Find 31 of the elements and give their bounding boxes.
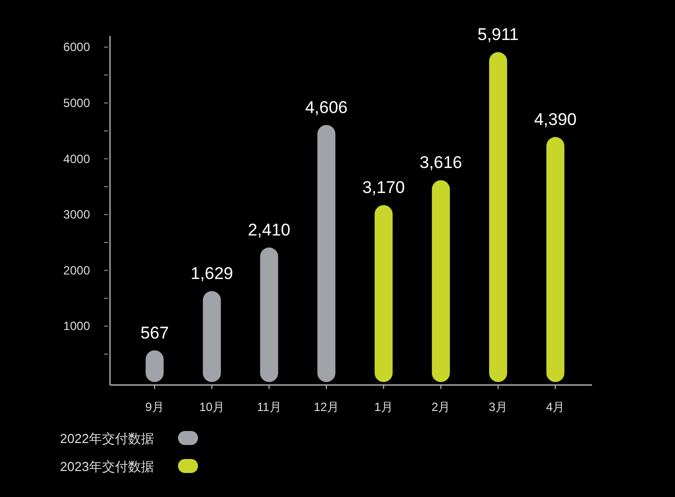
bar <box>432 180 450 382</box>
x-tick-label: 10月 <box>199 400 225 414</box>
y-tick-label: 2000 <box>63 263 90 278</box>
data-label: 3,170 <box>362 178 405 198</box>
y-tick-label: 1000 <box>63 319 90 334</box>
y-tick-label: 3000 <box>63 208 90 222</box>
y-tick-label: 5000 <box>63 96 90 110</box>
x-tick-label: 3月 <box>488 400 508 414</box>
data-label: 4,606 <box>305 98 348 117</box>
x-tick-label: 9月 <box>145 400 164 414</box>
data-label: 2,410 <box>248 220 290 240</box>
x-tick-label: 11月 <box>256 400 282 414</box>
data-label: 4,390 <box>534 110 577 130</box>
bar <box>489 52 508 382</box>
bar <box>546 137 564 382</box>
data-label: 1,629 <box>190 264 234 284</box>
x-tick-label: 2月 <box>432 400 450 414</box>
bar <box>260 248 278 382</box>
bar <box>374 205 393 382</box>
legend-label: 2023年交付数据 <box>60 459 154 474</box>
data-label: 567 <box>140 323 169 342</box>
y-tick-label: 4000 <box>63 152 90 166</box>
data-label: 3,616 <box>420 153 462 172</box>
x-tick-label: 1月 <box>374 400 393 414</box>
x-tick-label: 12月 <box>314 400 340 414</box>
bar <box>202 291 221 382</box>
data-label: 5,911 <box>477 25 519 44</box>
bar <box>317 124 336 382</box>
legend-label: 2022年交付数据 <box>60 431 154 446</box>
y-tick-label: 6000 <box>63 40 90 54</box>
x-tick-label: 4月 <box>546 400 565 414</box>
